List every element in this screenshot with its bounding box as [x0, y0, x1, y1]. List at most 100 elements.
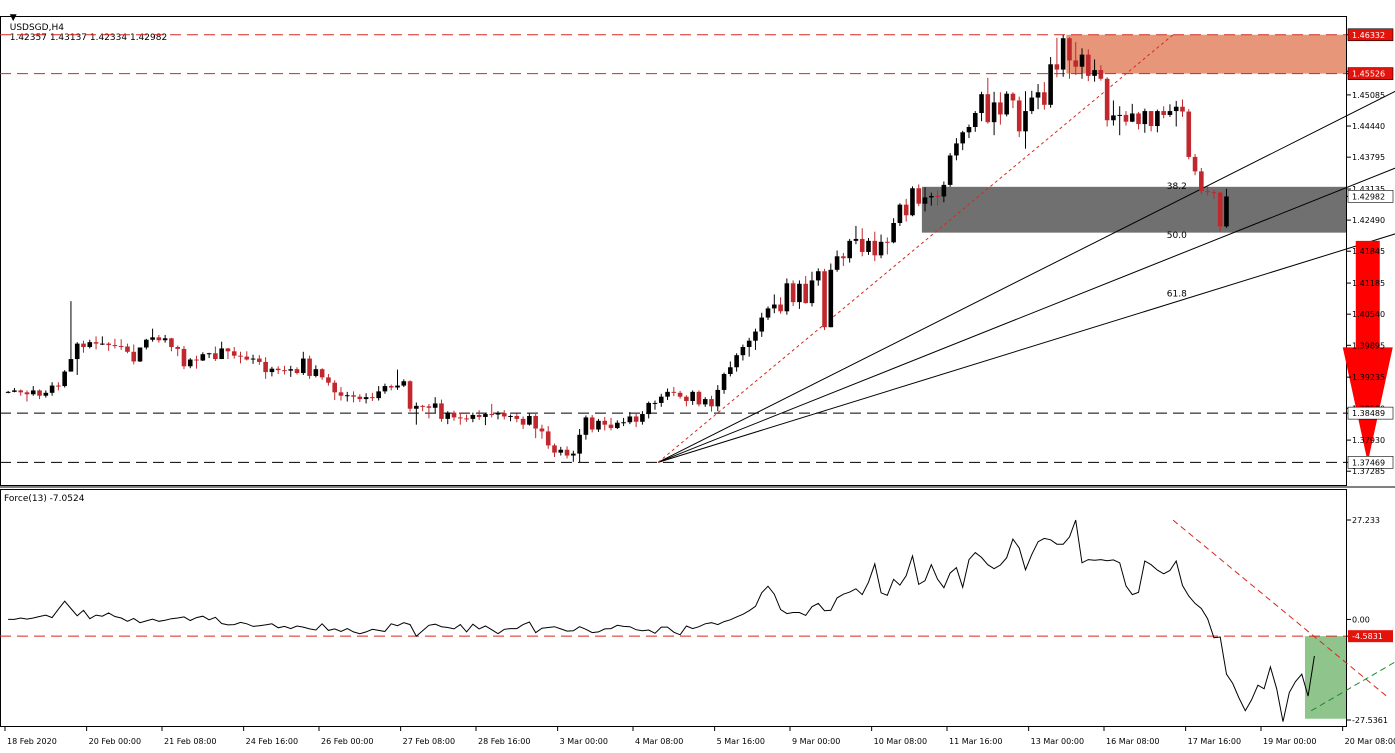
price-tick-label: 1.45085 [1352, 91, 1385, 100]
candle-body [414, 405, 419, 409]
candle-body [1199, 171, 1204, 192]
candle-body [344, 395, 350, 397]
price-level-badge [1347, 190, 1394, 203]
candle-body [37, 390, 42, 396]
candle-body [922, 197, 928, 204]
candle-body [916, 188, 922, 204]
candle-body [847, 240, 852, 259]
candle-body [1142, 111, 1148, 125]
candle-body [615, 422, 620, 429]
candle-body [527, 415, 532, 425]
time-tick-label: 13 Mar 00:00 [1031, 737, 1084, 746]
candle-body [244, 356, 250, 360]
price-tick-label: 1.44440 [1352, 122, 1385, 131]
candle-body [621, 422, 626, 424]
price-tick-label: 1.42490 [1352, 216, 1385, 225]
force-uptrend-line [1310, 661, 1395, 712]
candle-body [200, 354, 206, 361]
candle-body [81, 343, 86, 347]
candle-body [401, 381, 407, 386]
candle-body [376, 391, 381, 399]
candle-body [1117, 114, 1122, 116]
candle-body [169, 338, 174, 347]
fib-label-2: 61.8 [1167, 289, 1187, 299]
candle-body [935, 195, 940, 197]
candle-body [941, 184, 947, 197]
collapse-arrow-icon[interactable]: ▼ [9, 13, 17, 23]
candle-body [878, 241, 884, 256]
candle-body [68, 359, 74, 372]
candle-body [62, 371, 67, 387]
candle-body [1060, 38, 1066, 70]
candle-body [156, 337, 162, 341]
price-tick-label: 1.41845 [1352, 247, 1385, 256]
candle-body [558, 449, 564, 453]
force-tick-label: 27.233 [1352, 516, 1380, 525]
ohlc-values: 1.42357 1.43137 1.42334 1.42982 [9, 33, 168, 43]
price-level-badge [1347, 67, 1394, 80]
force-level-badge-label: -4.5831 [1352, 632, 1383, 641]
candle-body [332, 382, 337, 393]
candle-body [627, 416, 633, 423]
candle-body [489, 414, 494, 416]
candle-body [1023, 111, 1028, 132]
candle-body [144, 339, 149, 348]
time-tick-label: 27 Feb 08:00 [403, 737, 455, 746]
candle-body [1010, 93, 1016, 101]
price-level-badge-label: 1.38489 [1352, 409, 1385, 418]
candle-body [929, 195, 934, 198]
time-tick-label: 11 Mar 16:00 [949, 737, 1002, 746]
force-index-line [8, 519, 1315, 722]
price-level-badge-label: 1.42982 [1352, 192, 1385, 201]
candle-body [49, 385, 55, 393]
candle-body [960, 132, 965, 144]
time-tick-label: 19 Mar 00:00 [1263, 737, 1316, 746]
candle-body [282, 370, 287, 372]
candle-body [162, 338, 168, 341]
fib-fan-line-2 [657, 233, 1395, 463]
candle-body [187, 359, 193, 367]
time-tick-label: 5 Mar 16:00 [717, 737, 765, 746]
candle-body [740, 346, 746, 356]
candle-body [125, 346, 130, 352]
fib-fan-line-0 [657, 90, 1395, 463]
candle-body [815, 271, 821, 281]
time-tick-label: 18 Feb 2020 [7, 737, 57, 746]
price-level-badge-label: 1.46332 [1352, 31, 1385, 40]
candle-body [696, 391, 702, 405]
candle-body [1104, 78, 1110, 121]
candle-body [985, 94, 991, 123]
candle-body [784, 283, 790, 312]
price-tick-label: 1.37285 [1352, 467, 1385, 476]
candle-body [1042, 92, 1047, 105]
candle-body [206, 353, 212, 355]
candle-body [1192, 156, 1198, 172]
candle-body [897, 204, 903, 224]
candle-body [1048, 64, 1053, 105]
price-level-badge [1347, 456, 1394, 469]
candle-body [552, 445, 557, 453]
candle-body [451, 412, 457, 418]
candle-body [1098, 70, 1104, 79]
candle-body [257, 358, 262, 362]
candle-body [5, 391, 11, 393]
price-tick-label: 1.39235 [1352, 373, 1385, 382]
candle-body [765, 308, 771, 318]
candle-body [533, 415, 538, 429]
candle-body [596, 420, 601, 430]
candle-body [728, 367, 733, 375]
candle-body [231, 351, 237, 356]
candle-body [106, 343, 111, 346]
candle-body [420, 405, 425, 407]
price-tick-label: 1.37930 [1352, 436, 1385, 445]
candle-body [131, 351, 137, 362]
candle-body [137, 347, 143, 362]
force-tick-label: 0.00 [1352, 615, 1370, 624]
candle-body [721, 374, 727, 390]
candle-body [225, 348, 231, 352]
candle-body [93, 342, 99, 344]
candle-body [514, 415, 520, 419]
candle-body [690, 391, 695, 402]
candle-body [640, 414, 645, 422]
